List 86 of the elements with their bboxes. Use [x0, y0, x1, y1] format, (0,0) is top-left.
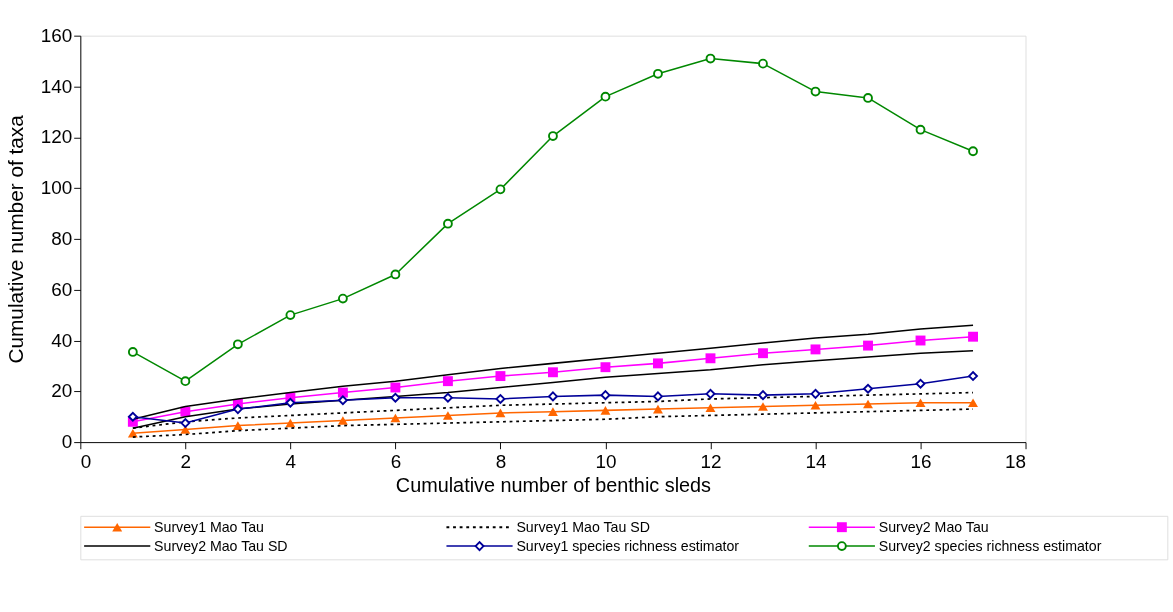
- point: [337, 416, 348, 425]
- point: [653, 391, 663, 402]
- point: [547, 367, 558, 378]
- legend-label: Survey2 Mao Tau SD: [154, 537, 288, 554]
- point: [863, 383, 873, 394]
- point: [810, 401, 821, 410]
- point: [600, 406, 611, 415]
- point: [810, 388, 821, 399]
- point: [232, 339, 243, 350]
- point: [705, 353, 716, 364]
- point: [653, 358, 663, 369]
- y-tick-label: 80: [51, 228, 73, 250]
- point: [495, 184, 506, 195]
- point: [758, 58, 768, 69]
- x-tick-label: 6: [390, 451, 402, 473]
- point: [968, 331, 978, 342]
- point: [653, 68, 663, 79]
- x-tick-label: 18: [1005, 451, 1027, 473]
- point: [232, 404, 243, 414]
- point: [338, 293, 348, 304]
- point: [390, 413, 401, 423]
- x-tick-label: 8: [495, 451, 507, 473]
- point: [548, 131, 558, 141]
- y-tick-label: 120: [40, 126, 73, 148]
- point: [390, 392, 401, 403]
- point: [495, 371, 506, 382]
- point: [810, 86, 821, 97]
- point: [285, 397, 296, 408]
- legend-label: Survey2 Mao Tau: [878, 518, 989, 535]
- point: [758, 390, 768, 401]
- point: [915, 398, 926, 408]
- point: [758, 402, 768, 411]
- point: [442, 411, 453, 420]
- point: [705, 388, 716, 399]
- point: [968, 146, 978, 157]
- legend-label: Survey1 Mao Tau SD: [516, 518, 650, 535]
- point: [180, 418, 191, 428]
- point: [443, 392, 453, 403]
- point: [863, 340, 873, 351]
- point: [442, 376, 453, 387]
- x-tick-label: 0: [80, 451, 92, 473]
- point: [495, 408, 506, 418]
- point: [968, 398, 978, 408]
- point: [338, 395, 348, 406]
- point: [232, 421, 243, 430]
- point: [968, 371, 978, 381]
- point: [705, 403, 716, 413]
- x-axis-title: Cumulative number of benthic sleds: [395, 473, 712, 496]
- point: [810, 344, 821, 355]
- point: [127, 347, 138, 357]
- point: [915, 124, 926, 135]
- y-tick-label: 40: [51, 329, 73, 351]
- point: [863, 93, 873, 103]
- point: [285, 310, 296, 321]
- y-tick-label: 100: [40, 177, 73, 199]
- point: [547, 407, 558, 416]
- legend-label: Survey1 Mao Tau: [154, 518, 264, 535]
- point: [443, 218, 453, 229]
- point: [390, 269, 401, 280]
- point: [600, 362, 611, 373]
- point: [337, 387, 348, 398]
- point: [705, 53, 716, 64]
- point: [285, 418, 296, 428]
- point: [758, 348, 768, 359]
- point: [600, 390, 611, 401]
- point: [127, 411, 138, 422]
- x-tick-label: 12: [700, 451, 722, 473]
- x-tick-label: 2: [180, 451, 192, 473]
- x-tick-label: 14: [805, 451, 827, 473]
- y-tick-label: 0: [61, 431, 73, 453]
- x-tick-label: 16: [910, 451, 932, 473]
- y-axis-title: Cumulative number of taxa: [3, 114, 27, 364]
- y-tick-label: 140: [40, 75, 73, 97]
- point: [495, 394, 506, 404]
- point: [390, 382, 401, 393]
- point: [600, 91, 611, 102]
- point: [548, 391, 558, 402]
- x-tick-label: 10: [595, 451, 617, 473]
- legend-label: Survey2 species richness estimator: [878, 537, 1102, 554]
- y-tick-label: 20: [51, 380, 73, 402]
- x-tick-label: 4: [285, 451, 297, 473]
- point: [180, 376, 191, 387]
- legend-label: Survey1 species richness estimator: [516, 537, 740, 554]
- y-tick-label: 160: [40, 24, 73, 46]
- y-tick-label: 60: [51, 278, 73, 300]
- point: [915, 378, 926, 389]
